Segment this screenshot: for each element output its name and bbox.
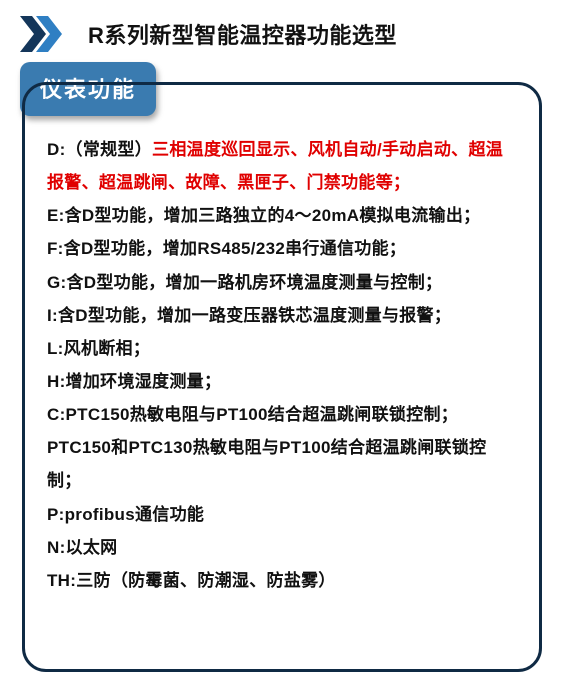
page-title: R系列新型智能温控器功能选型	[88, 18, 397, 50]
feature-line: PTC150和PTC130热敏电阻与PT100结合超温跳闸联锁控制；	[47, 431, 517, 497]
feature-line: N:以太网	[47, 531, 517, 564]
header-row: R系列新型智能温控器功能选型	[0, 0, 568, 54]
feature-line: H:增加环境湿度测量；	[47, 365, 517, 398]
feature-line: P:profibus通信功能	[47, 498, 517, 531]
feature-line: I:含D型功能，增加一路变压器铁芯温度测量与报警；	[47, 299, 517, 332]
d-label: D:（常规型）	[47, 140, 152, 159]
feature-line-d: D:（常规型）三相温度巡回显示、风机自动/手动启动、超温报警、超温跳闸、故障、黑…	[47, 133, 517, 199]
feature-panel: D:（常规型）三相温度巡回显示、风机自动/手动启动、超温报警、超温跳闸、故障、黑…	[22, 82, 542, 672]
feature-line: TH:三防（防霉菌、防潮湿、防盐雾）	[47, 564, 517, 597]
feature-line: E:含D型功能，增加三路独立的4～20mA模拟电流输出；	[47, 199, 517, 232]
feature-line: F:含D型功能，增加RS485/232串行通信功能；	[47, 232, 517, 265]
feature-line: L:风机断相；	[47, 332, 517, 365]
feature-line: G:含D型功能，增加一路机房环境温度测量与控制；	[47, 266, 517, 299]
chevron-icon	[18, 14, 74, 54]
feature-line: C:PTC150热敏电阻与PT100结合超温跳闸联锁控制；	[47, 398, 517, 431]
